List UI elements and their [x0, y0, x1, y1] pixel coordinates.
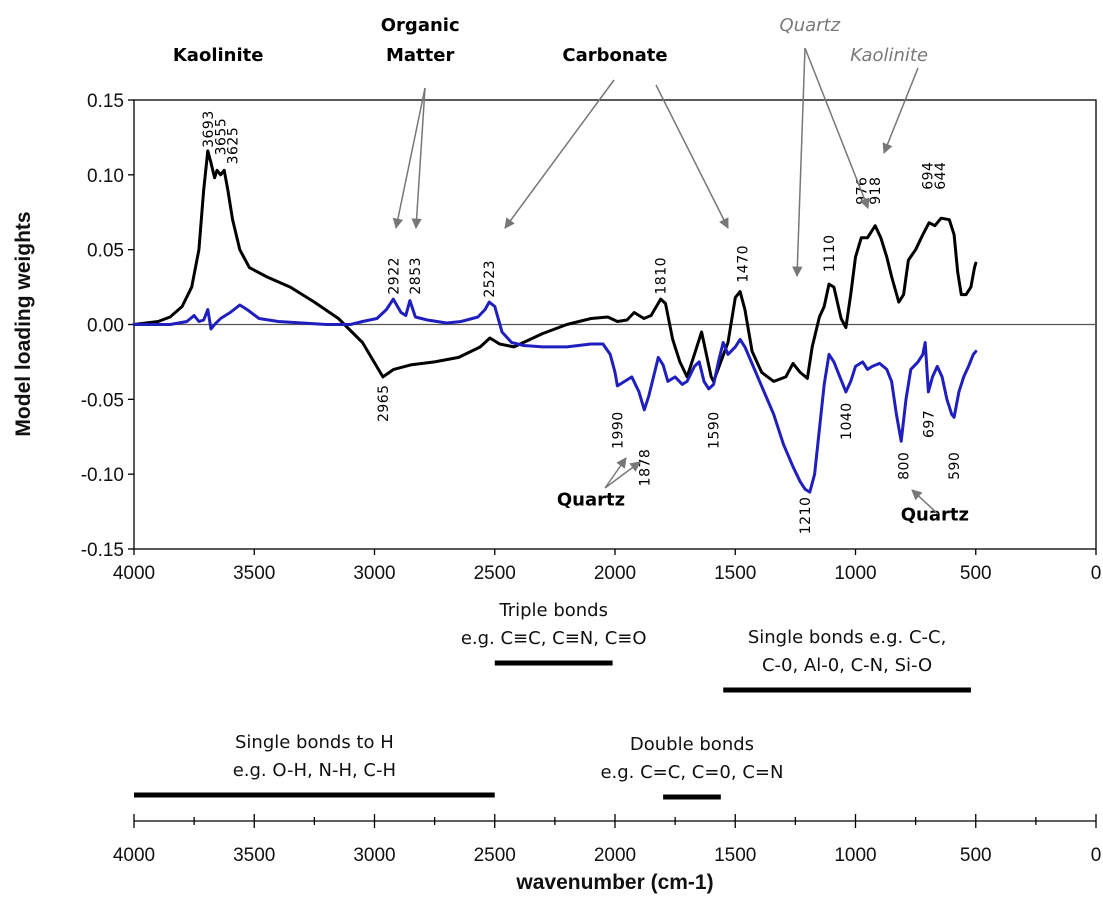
- x-axis-top: 4000 3500 3000 2500 2000 1500 1000 500 0: [113, 549, 1101, 584]
- x-tick-label: 1000: [834, 563, 876, 584]
- y-axis-title: Model loading weights: [12, 211, 35, 436]
- arrow-organic-2922: [392, 87, 426, 230]
- x-axis-title: wavenumber (cm-1): [515, 871, 713, 894]
- peak-label: 1470: [736, 245, 752, 283]
- bottom-axis-tick-label: 2000: [594, 845, 636, 866]
- peak-label: 3693: [201, 110, 217, 148]
- annotations: Kaolinite Organic Matter Carbonate Quartz Kao…: [173, 15, 969, 525]
- arrow-quartz-1990: [604, 457, 627, 489]
- peak-label: 1810: [654, 257, 670, 295]
- peak-label: 590: [947, 452, 963, 480]
- peak-label: 697: [921, 410, 937, 438]
- series-line-black: [132, 149, 978, 383]
- y-tick-label: 0.15: [87, 91, 124, 112]
- peak-label: 1110: [822, 234, 838, 272]
- peak-label: 918: [868, 177, 884, 205]
- x-tick-label: 1500: [714, 563, 756, 584]
- annotation-arrows: [392, 47, 939, 515]
- peak-label: 2922: [386, 257, 402, 295]
- arrow-kaolinite-918: [882, 67, 919, 154]
- annotation-label: Kaolinite: [850, 45, 928, 66]
- annotation-label: Matter: [386, 45, 454, 66]
- peak-label: 2965: [376, 384, 392, 422]
- arrow-quartz-1878: [604, 461, 641, 489]
- peak-label: 2523: [482, 260, 498, 298]
- x-tick-label: 4000: [113, 563, 155, 584]
- bottom-axis-tick-label: 3000: [353, 845, 395, 866]
- bottom-axis-tick-label: 3500: [233, 845, 275, 866]
- peak-label: 1590: [707, 411, 723, 449]
- bond-range-caption: e.g. C≡C, C≡N, C≡O: [461, 628, 647, 649]
- series-layer: [132, 149, 978, 494]
- peak-label: 694: [921, 162, 937, 190]
- bottom-axis-tick-label: 2500: [474, 845, 516, 866]
- bottom-axis-tick-label: 4000: [113, 845, 155, 866]
- annotation-label: Organic: [381, 15, 460, 36]
- annotation-label: Quartz: [780, 15, 841, 36]
- y-tick-label: 0.00: [87, 316, 124, 337]
- x-tick-label: 3500: [233, 563, 275, 584]
- bond-range-caption: Single bonds e.g. C-C,: [748, 627, 946, 648]
- x-tick-label: 2500: [474, 563, 516, 584]
- bond-range-caption: Double bonds: [630, 734, 754, 755]
- arrow-quartz-1250: [792, 47, 806, 278]
- peak-label: 1878: [637, 449, 653, 487]
- annotation-label: Quartz: [557, 490, 625, 511]
- annotation-label: Carbonate: [562, 45, 667, 66]
- series-line-blue: [132, 297, 978, 494]
- bottom-axis-tick-label: 500: [960, 845, 992, 866]
- annotation-label: Kaolinite: [173, 45, 264, 66]
- annotation-label: Quartz: [901, 505, 969, 526]
- y-axis: 0.15 0.10 0.05 0.00 -0.05 -0.10 -0.15: [81, 91, 134, 561]
- x-axis-bottom: 4000 3500 3000 2500 2000 1500 1000 500 0: [113, 814, 1101, 866]
- arrow-quartz-800: [911, 489, 939, 515]
- peak-label: 644: [933, 162, 949, 190]
- peak-label: 2853: [408, 257, 424, 295]
- x-tick-label: 3000: [353, 563, 395, 584]
- bottom-axis-tick-label: 1500: [714, 845, 756, 866]
- arrow-carbonate-2523: [504, 79, 615, 229]
- arrow-carbonate-1470: [655, 84, 729, 229]
- peak-label: 1040: [839, 402, 855, 440]
- peak-label: 3625: [226, 127, 242, 165]
- bond-range-caption: e.g. C=C, C=0, C=N: [600, 762, 783, 783]
- arrow-organic-2853: [411, 87, 426, 230]
- bond-range-caption: e.g. O-H, N-H, C-H: [233, 760, 396, 781]
- bottom-axis-tick-label: 0: [1091, 845, 1102, 866]
- bond-range-caption: Single bonds to H: [235, 732, 394, 753]
- x-tick-label: 500: [960, 563, 992, 584]
- x-tick-label: 2000: [594, 563, 636, 584]
- y-tick-label: -0.05: [81, 390, 124, 411]
- peak-label: 800: [897, 452, 913, 480]
- peak-label: 3655: [214, 118, 230, 156]
- y-tick-label: 0.10: [87, 166, 124, 187]
- x-tick-label: 0: [1091, 563, 1102, 584]
- arrow-quartz-1110: [804, 47, 870, 209]
- bond-ranges: Triple bonds e.g. C≡C, C≡N, C≡O Single bon…: [134, 600, 971, 800]
- y-tick-label: 0.05: [87, 241, 124, 262]
- y-tick-label: -0.10: [81, 465, 124, 486]
- bottom-axis-tick-label: 1000: [834, 845, 876, 866]
- peak-label: 1210: [798, 497, 814, 535]
- bond-range-caption: C-0, Al-0, C-N, Si-O: [762, 655, 932, 676]
- bond-range-caption: Triple bonds: [498, 600, 608, 621]
- peak-label: 1990: [610, 411, 626, 449]
- y-tick-label: -0.15: [81, 540, 124, 561]
